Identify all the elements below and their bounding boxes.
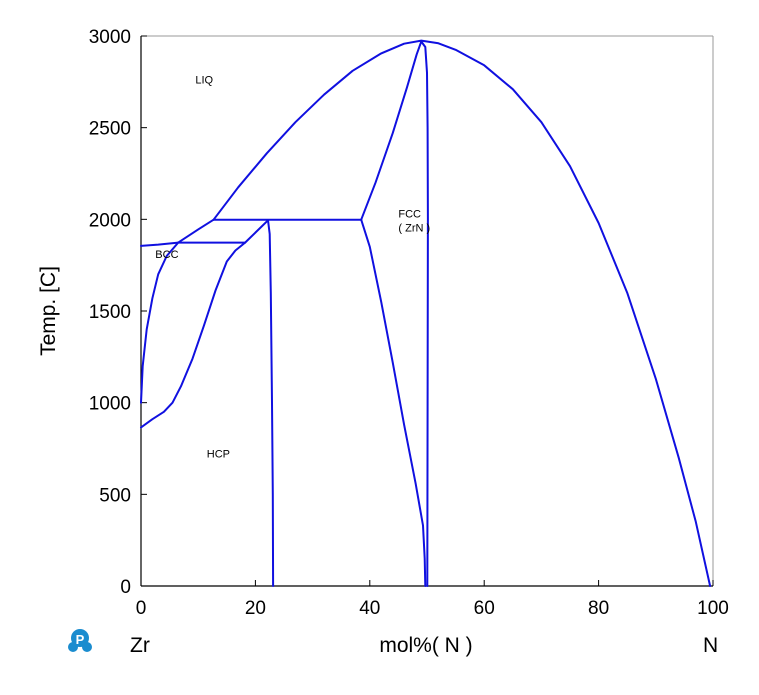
logo-icon-blob-left [68, 642, 78, 652]
x-tick-label: 100 [697, 598, 729, 619]
y-tick-label: 2000 [89, 210, 131, 231]
x-left-element-label: Zr [130, 634, 150, 657]
y-tick-label: 3000 [89, 27, 131, 48]
phase-boundary-line-8 [140, 241, 180, 404]
x-axis: 0 20 40 60 80 100 [136, 580, 729, 619]
y-tick-label: 2500 [89, 119, 131, 140]
phase-region-labels: LIQ BCC FCC( ZrN ) HCP [155, 75, 430, 461]
region-label: ( ZrN ) [398, 222, 430, 234]
phase-boundary-line-2 [177, 218, 215, 244]
x-tick-label: 80 [588, 598, 609, 619]
logo-icon: P [68, 629, 92, 652]
region-label: HCP [207, 449, 230, 461]
region-label: FCC [398, 209, 421, 221]
region-label: LIQ [195, 75, 213, 87]
phase-boundary-line-7 [360, 218, 427, 587]
x-tick-label: 60 [474, 598, 495, 619]
x-tick-label: 0 [136, 598, 147, 619]
y-axis: 0 500 1000 1500 2000 2500 3000 [89, 27, 147, 598]
y-tick-label: 0 [120, 577, 131, 598]
logo-icon-circle [71, 629, 89, 647]
region-label: BCC [155, 249, 178, 261]
y-tick-label: 500 [99, 485, 131, 506]
phase-boundary-line-11 [267, 219, 275, 587]
x-right-element-label: N [703, 634, 718, 657]
phase-boundary-line-10 [244, 219, 269, 244]
x-tick-label: 20 [245, 598, 266, 619]
y-tick-label: 1500 [89, 302, 131, 323]
logo-letter: P [76, 632, 85, 647]
x-tick-label: 40 [359, 598, 380, 619]
phase-boundaries [140, 39, 712, 587]
y-tick-label: 1000 [89, 394, 131, 415]
phase-boundary-line-6 [420, 40, 429, 587]
phase-boundary-line-12 [140, 241, 247, 429]
y-axis-label: Temp. [C] [37, 266, 60, 356]
logo-icon-blob-right [82, 642, 92, 652]
x-axis-label: mol%( N ) [379, 634, 472, 657]
phase-boundary-line-1 [140, 241, 180, 247]
phase-boundary-line-5 [360, 40, 423, 221]
phase-boundary-line-3 [212, 39, 712, 587]
